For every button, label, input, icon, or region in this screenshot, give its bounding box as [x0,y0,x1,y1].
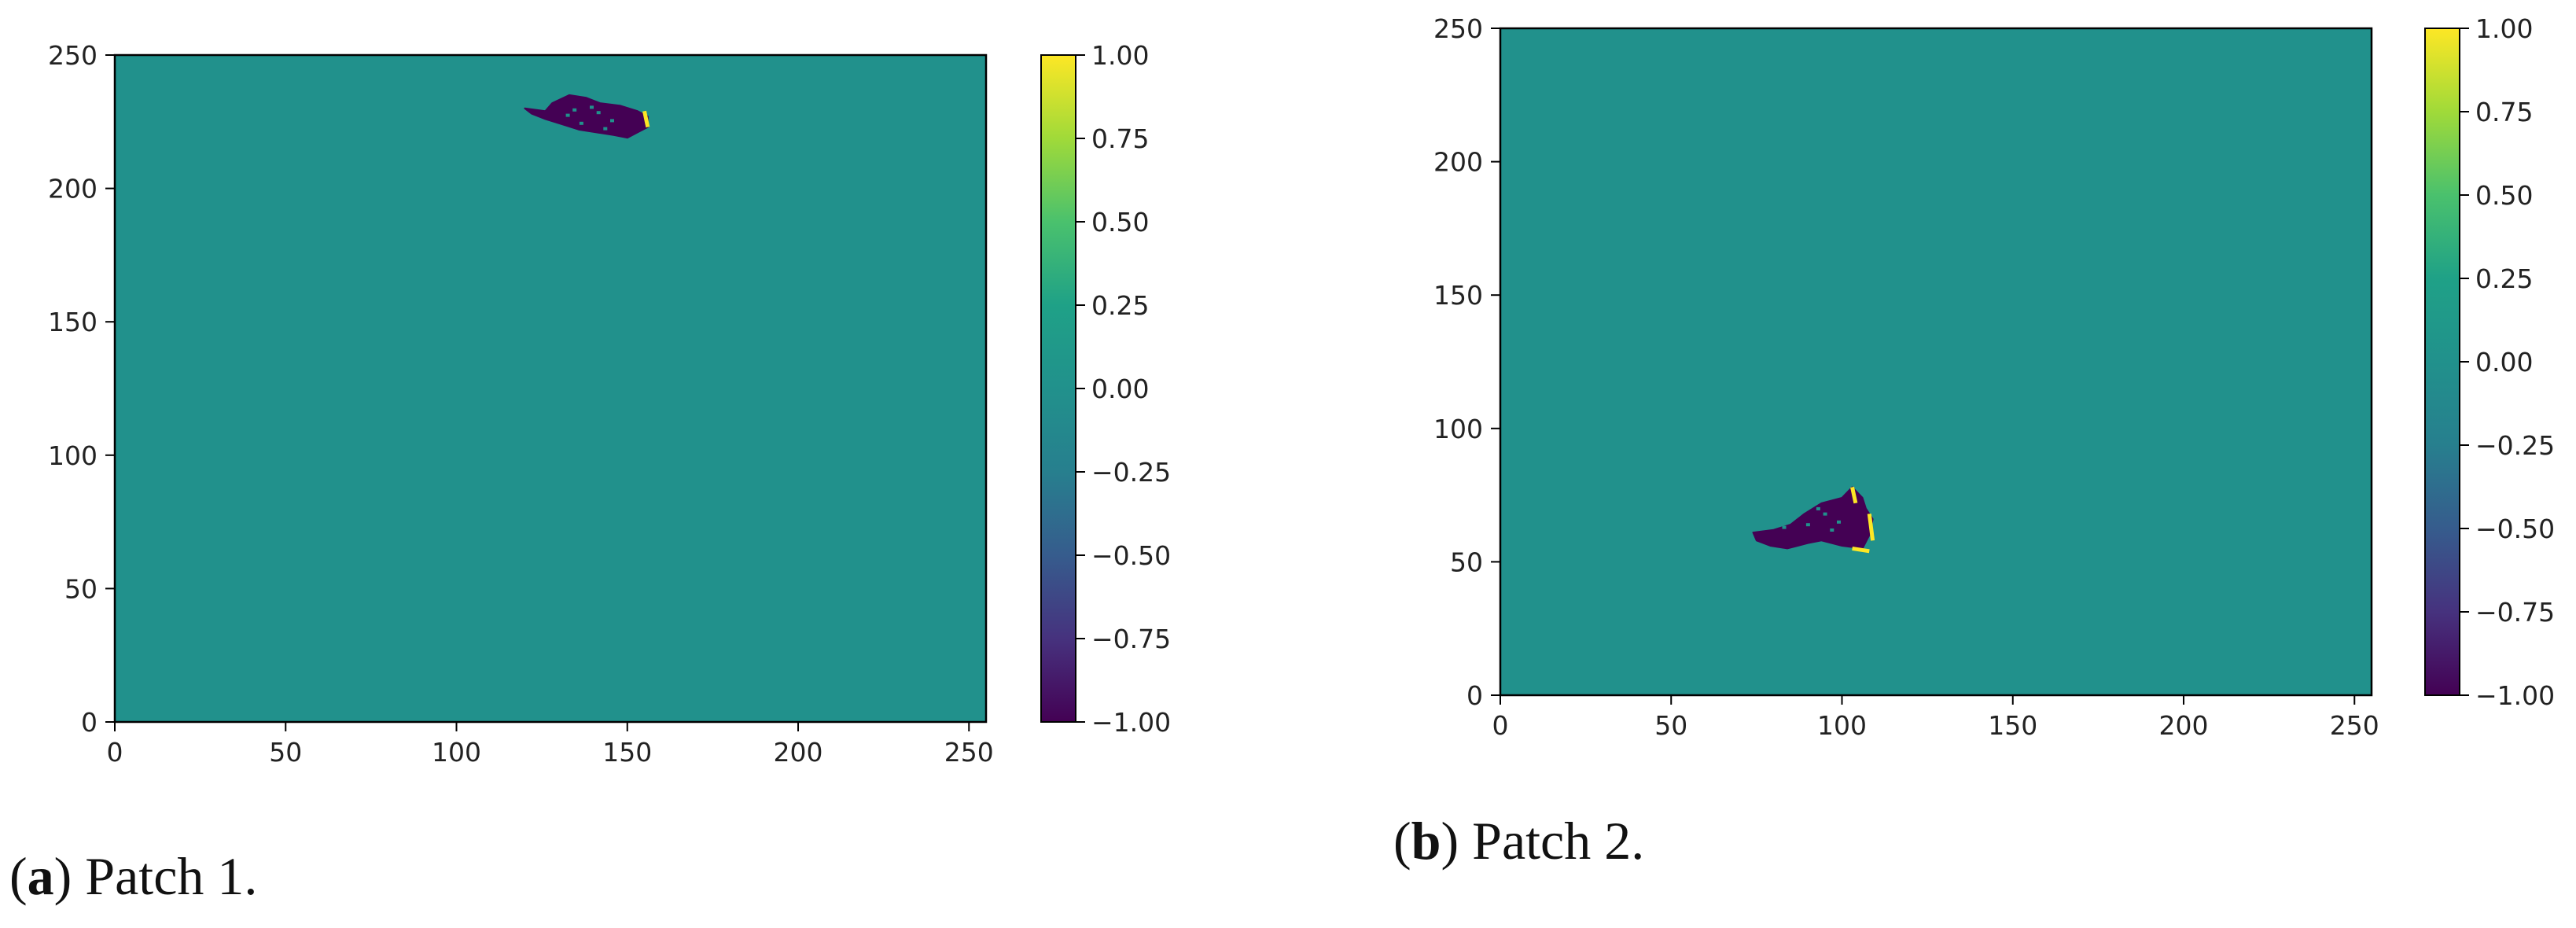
colorbar [1040,54,1076,723]
y-tick-label: 250 [1433,13,1483,44]
heatmap-feature-gap [1823,512,1827,516]
caption-a-text: ) Patch 1. [53,846,258,906]
x-tick-label: 0 [107,737,123,768]
y-tick-label: 50 [1450,547,1483,577]
heatmap-feature [524,94,649,139]
colorbar-tick-label: 0.75 [2475,97,2533,127]
heatmap-feature-gap [1805,523,1810,527]
y-tick-label: 150 [1433,280,1483,311]
y-tick-label: 50 [64,573,98,604]
y-tick-label: 250 [48,40,98,71]
colorbar-tick-label: 0.50 [2475,180,2533,211]
y-tick-label: 0 [81,707,98,738]
x-tick-label: 250 [2330,710,2379,741]
heatmap-feature-gap [572,108,577,112]
heatmap-feature-gap [1816,506,1820,510]
x-tick-label: 150 [1988,710,2037,741]
x-tick-label: 0 [1492,710,1509,741]
colorbar-tick-label: −0.75 [1091,624,1171,654]
heatmap-feature-gap [1837,520,1841,524]
colorbar-tick-label: 0.75 [1091,123,1149,154]
y-tick-label: 100 [48,440,98,471]
colorbar-tick-label: 0.25 [1091,290,1149,321]
heatmap-field [1500,28,2372,695]
colorbar-tick-label: 0.25 [2475,263,2533,294]
heatmap-feature-gap [596,111,601,115]
colorbar-tick-label: −0.75 [2475,597,2555,628]
heatmap-feature-gap [579,121,583,125]
heatmap-feature-edge [1850,486,1858,504]
plot-frame [1499,27,2373,697]
heatmap-panel-b: 0 50 100 150 200 250 0 50 100 150 200 250 1.00 0.75 0.… [1433,13,2555,741]
heatmap-feature-gap [565,113,570,117]
x-tick-label: 250 [944,737,994,768]
y-tick-label: 150 [48,307,98,337]
x-tick-label: 200 [2159,710,2209,741]
heatmap-feature-gap [1830,528,1834,532]
y-tick-label: 100 [1433,414,1483,444]
colorbar-tick-label: 0.00 [2475,347,2533,377]
heatmap-feature-edge [1852,546,1870,554]
x-tick-label: 150 [602,737,652,768]
colorbar-tick-label: −1.00 [2475,680,2555,711]
heatmap-feature-gap [603,127,608,131]
caption-b-text: ) Patch 2. [1441,811,1645,871]
y-tick-label: 200 [48,174,98,204]
y-tick-label: 0 [1466,680,1483,711]
caption-b-label: b [1411,811,1441,871]
plot-frame [113,53,988,724]
heatmap-feature-edge [1867,514,1875,541]
heatmap-feature-edge [642,110,650,128]
colorbar-tick-label: −0.50 [1091,540,1171,571]
colorbar-tick-label: −0.25 [1091,457,1171,488]
heatmap-feature-gap [1792,515,1797,518]
caption-b: (b) Patch 2. [1393,811,1645,871]
heatmap-feature-gap [1782,525,1787,529]
heatmap-feature-gap [1799,510,1804,514]
colorbar-tick-label: −0.25 [2475,430,2555,461]
y-tick-label: 200 [1433,147,1483,178]
x-tick-label: 100 [1817,710,1867,741]
heatmap-feature-gap [555,124,560,128]
heatmap-feature-gap [590,105,594,109]
heatmap-feature [1752,486,1874,550]
heatmap-field [115,55,986,722]
heatmap-panel-a: 0 50 100 150 200 250 0 50 100 150 200 250 1.00 0.75 0.… [48,40,1171,768]
x-tick-label: 50 [269,737,302,768]
heatmap-feature-gap [610,119,614,123]
x-tick-label: 100 [432,737,481,768]
colorbar-tick-label: 1.00 [1091,40,1149,71]
caption-a-label: a [27,846,54,906]
x-tick-label: 200 [774,737,823,768]
colorbar-tick-label: −1.00 [1091,707,1171,738]
colorbar [2424,28,2460,696]
colorbar-tick-label: 1.00 [2475,13,2533,44]
colorbar-tick-label: −0.50 [2475,514,2555,544]
caption-a: (a) Patch 1. [9,846,258,906]
colorbar-tick-label: 0.50 [1091,207,1149,238]
colorbar-tick-label: 0.00 [1091,374,1149,404]
x-tick-label: 50 [1654,710,1687,741]
